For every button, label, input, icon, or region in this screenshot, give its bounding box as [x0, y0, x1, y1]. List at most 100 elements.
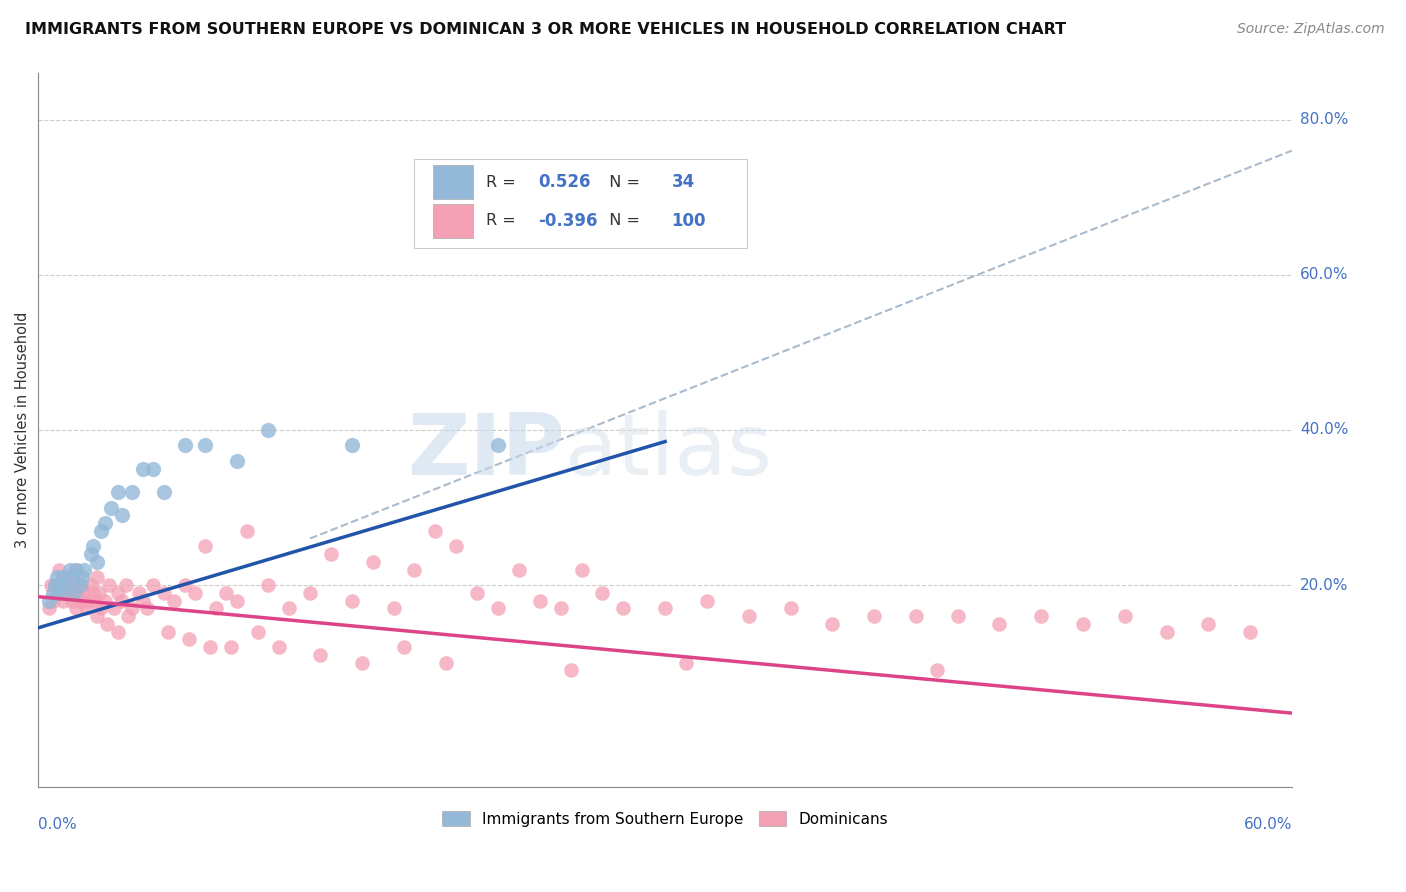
Point [60, 570, 83, 584]
Point [404, 563, 426, 577]
Point [70, 570, 93, 584]
Point [38, 601, 60, 615]
Text: 80.0%: 80.0% [1301, 112, 1348, 127]
Point [94, 593, 117, 607]
Text: -0.396: -0.396 [538, 211, 598, 230]
Point [821, 616, 844, 631]
Point [173, 438, 195, 452]
Point [508, 563, 530, 577]
Point [152, 586, 174, 600]
Point [205, 601, 228, 615]
Point [65, 563, 87, 577]
Point [79, 547, 101, 561]
Point [111, 593, 134, 607]
Point [863, 609, 886, 624]
Point [1114, 609, 1136, 624]
Text: IMMIGRANTS FROM SOUTHERN EUROPE VS DOMINICAN 3 OR MORE VEHICLES IN HOUSEHOLD COR: IMMIGRANTS FROM SOUTHERN EUROPE VS DOMIN… [25, 22, 1066, 37]
Point [87, 586, 110, 600]
Point [194, 438, 217, 452]
Point [486, 438, 509, 452]
Point [675, 656, 697, 670]
Point [152, 485, 174, 500]
Point [194, 539, 217, 553]
Point [550, 601, 572, 615]
Point [59, 563, 82, 577]
Point [98, 578, 121, 592]
Point [69, 593, 91, 607]
Point [107, 586, 129, 600]
Text: 20.0%: 20.0% [1301, 578, 1348, 592]
Point [1071, 616, 1094, 631]
Point [86, 570, 108, 584]
Point [236, 524, 259, 538]
Text: 60.0%: 60.0% [1301, 268, 1348, 282]
Point [115, 578, 138, 592]
Point [1239, 624, 1261, 639]
Point [654, 601, 676, 615]
Point [340, 593, 363, 607]
Point [486, 601, 509, 615]
Point [70, 578, 93, 592]
Text: R =: R = [486, 175, 520, 190]
Point [46, 586, 69, 600]
Point [73, 593, 96, 607]
Text: N =: N = [599, 175, 645, 190]
Point [82, 586, 104, 600]
Point [696, 593, 718, 607]
Point [73, 586, 96, 600]
Point [44, 578, 66, 592]
Point [779, 601, 801, 615]
Point [90, 601, 112, 615]
Point [612, 228, 634, 243]
Text: 40.0%: 40.0% [1301, 423, 1348, 437]
Point [352, 656, 374, 670]
Point [52, 586, 75, 600]
Point [225, 593, 247, 607]
Point [55, 578, 77, 592]
Point [309, 648, 332, 662]
Point [63, 586, 86, 600]
Point [44, 578, 66, 592]
Point [44, 578, 66, 592]
Text: atlas: atlas [565, 409, 773, 492]
Point [55, 586, 77, 600]
Point [177, 632, 200, 647]
Point [96, 616, 118, 631]
FancyBboxPatch shape [433, 165, 474, 199]
Point [52, 593, 75, 607]
Point [128, 586, 150, 600]
Point [173, 578, 195, 592]
Point [77, 593, 100, 607]
Point [65, 563, 87, 577]
Point [48, 586, 70, 600]
Point [571, 563, 593, 577]
Point [86, 555, 108, 569]
Point [392, 640, 415, 655]
Point [219, 640, 242, 655]
Legend: Immigrants from Southern Europe, Dominicans: Immigrants from Southern Europe, Dominic… [436, 805, 894, 833]
Point [215, 586, 238, 600]
Point [73, 563, 96, 577]
Point [612, 601, 634, 615]
Point [298, 586, 321, 600]
Point [319, 547, 342, 561]
Point [560, 664, 582, 678]
Point [946, 609, 969, 624]
Point [103, 601, 125, 615]
Text: 60.0%: 60.0% [1243, 817, 1292, 832]
Point [738, 609, 761, 624]
Point [425, 524, 447, 538]
Point [163, 593, 186, 607]
Point [38, 593, 60, 607]
Point [107, 485, 129, 500]
Point [111, 508, 134, 523]
Point [79, 578, 101, 592]
Point [434, 656, 457, 670]
Point [988, 616, 1011, 631]
Point [257, 578, 280, 592]
Point [444, 539, 467, 553]
Point [257, 423, 280, 437]
Point [86, 609, 108, 624]
Point [52, 570, 75, 584]
Point [136, 601, 159, 615]
